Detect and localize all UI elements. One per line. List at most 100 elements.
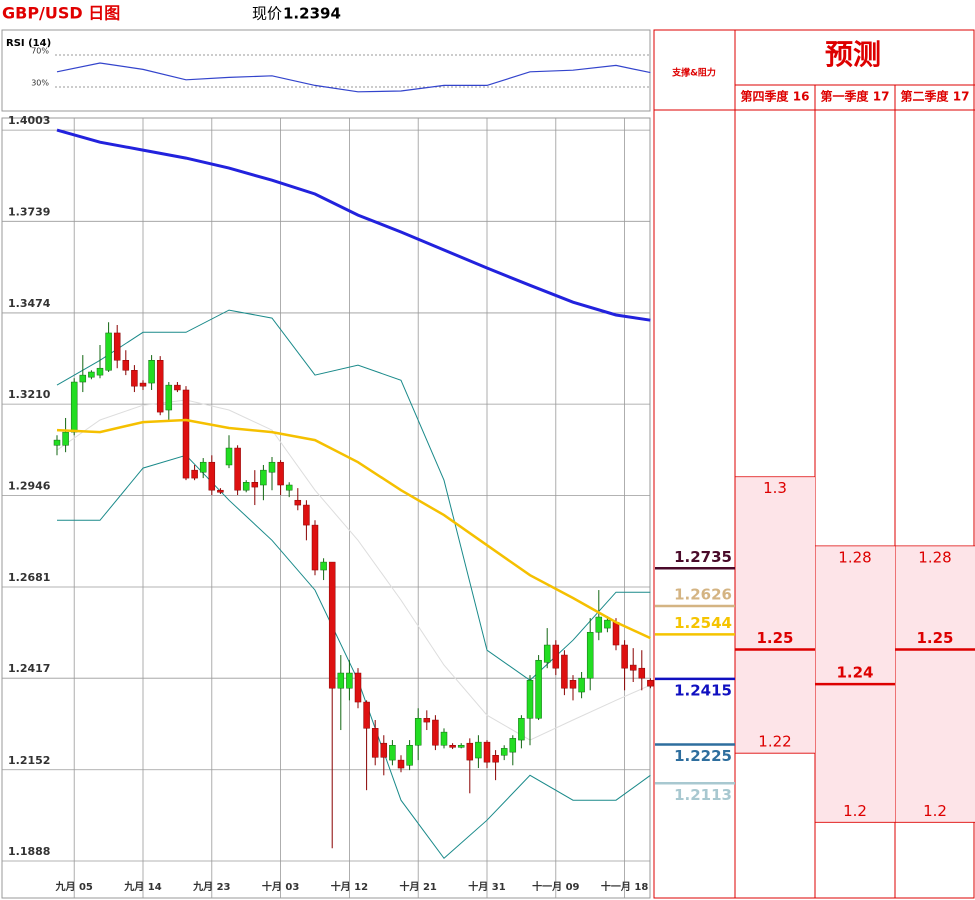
candle-body [569, 680, 577, 689]
candle-body [346, 672, 353, 689]
candle-body [303, 504, 310, 526]
x-tick-label: 九月 23 [192, 880, 230, 893]
candle-body [595, 616, 603, 633]
candle-body [285, 484, 293, 491]
level-label: 1.2544 [674, 614, 732, 632]
candle-body [457, 744, 465, 748]
column-header: 第四季度 16 [741, 89, 810, 104]
main-frame [1, 117, 651, 899]
candle-body [397, 759, 405, 769]
candle-body [251, 482, 259, 488]
forecast-mid-label: 1.24 [836, 664, 873, 682]
forecast-high-label: 1.28 [918, 548, 951, 566]
y-tick-label: 1.2946 [8, 479, 51, 492]
levels-title: 支撑&阻力 [671, 67, 716, 79]
level-label: 1.2735 [674, 548, 732, 566]
candle-body [191, 469, 198, 479]
candle-body [62, 431, 69, 446]
overlay-line [56, 418, 651, 640]
candle-body [586, 631, 594, 679]
candle-body [466, 742, 474, 761]
forecast-high-label: 1.28 [838, 548, 871, 566]
candle-body [70, 381, 78, 433]
candle-body [612, 621, 620, 646]
candle-body [182, 389, 190, 479]
candle-body [139, 382, 147, 387]
candle-body [432, 719, 439, 746]
candle-body [440, 731, 448, 746]
forecast-low-label: 1.2 [843, 802, 867, 820]
forecast-range [735, 476, 815, 754]
candle-body [268, 461, 276, 473]
candle-body [483, 741, 491, 763]
candle-body [260, 469, 267, 486]
candle-body [174, 384, 181, 391]
overlay-line [56, 399, 651, 741]
candle-body [423, 718, 431, 723]
candle-body [88, 371, 95, 378]
candle-body [234, 447, 241, 491]
x-tick-label: 十月 03 [262, 880, 299, 893]
candle-body [526, 680, 534, 719]
candle-body [406, 744, 413, 766]
chart-title: GBP/USD 日图 [2, 4, 120, 23]
forecast-range [895, 545, 975, 823]
candle-body [311, 524, 319, 571]
candle-body [509, 738, 517, 753]
rsi-frame [1, 29, 651, 112]
x-tick-label: 十月 31 [468, 880, 505, 893]
candle-body [208, 461, 216, 491]
candle-body [328, 561, 336, 689]
forecast-low-label: 1.2 [923, 802, 947, 820]
candle-body [320, 561, 327, 571]
candle-body [105, 332, 112, 371]
candle-body [148, 360, 155, 384]
candle-body [79, 374, 87, 383]
candle-body [199, 461, 207, 473]
candle-body [122, 360, 130, 371]
rsi-title: RSI (14) [6, 38, 51, 49]
candle-body [354, 672, 362, 703]
candle-body [380, 742, 388, 758]
candle-body [363, 701, 370, 729]
y-tick-label: 70% [31, 47, 49, 56]
y-tick-label: 1.2152 [8, 754, 50, 767]
x-tick-label: 十一月 18 [601, 880, 648, 893]
column-header: 第一季度 17 [821, 89, 890, 104]
y-tick-label: 1.3210 [8, 388, 51, 401]
y-tick-label: 30% [31, 79, 49, 88]
y-tick-label: 1.3739 [8, 205, 50, 218]
candle-body [131, 370, 138, 387]
candle-body [277, 461, 284, 486]
forecast-low-label: 1.22 [758, 733, 791, 751]
candle-body [604, 619, 611, 629]
candle-body [647, 680, 654, 687]
candle-body [621, 644, 628, 669]
x-tick-label: 十月 21 [399, 880, 436, 893]
x-tick-label: 九月 05 [54, 880, 92, 893]
candle-body [165, 384, 173, 411]
price-label: 现价 [252, 5, 282, 23]
forecast-title: 预测 [825, 38, 881, 71]
candle-body [337, 672, 345, 689]
y-tick-label: 1.4003 [8, 114, 50, 127]
overlay-line [56, 128, 651, 322]
candle-body [552, 644, 560, 669]
candle-body [371, 728, 379, 758]
level-label: 1.2415 [674, 681, 732, 699]
candle-body [475, 741, 482, 759]
candle-body [492, 755, 499, 763]
candle-body [225, 447, 233, 466]
y-tick-label: 1.1888 [8, 845, 50, 858]
forecast-high-label: 1.3 [763, 479, 787, 497]
candle-body [500, 748, 508, 756]
level-label: 1.2225 [674, 747, 732, 765]
candle-body [561, 654, 568, 689]
table-frame [653, 29, 975, 899]
candle-body [543, 644, 551, 663]
candle-body [638, 667, 646, 679]
candle-body [535, 659, 542, 719]
candle-body [96, 367, 104, 376]
candle-body [414, 718, 422, 746]
